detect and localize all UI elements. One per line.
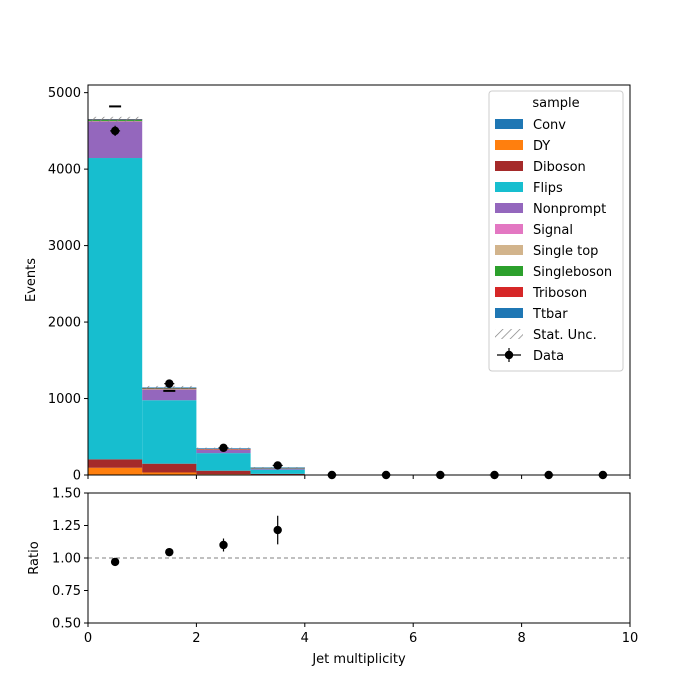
legend-label: Signal xyxy=(533,223,573,238)
legend-label: Data xyxy=(533,349,564,364)
legend-swatch xyxy=(495,161,523,171)
y-tick-label: 1000 xyxy=(48,392,81,407)
legend: sample Conv DY Diboson Flips Nonprompt Signal… xyxy=(488,90,624,372)
x-axis-label: Jet multiplicity xyxy=(311,652,406,667)
bar-segment xyxy=(142,472,197,475)
bar-segment xyxy=(142,400,197,464)
bar-segment xyxy=(88,459,143,468)
data-point xyxy=(219,443,228,453)
ratio-y-tick-label: 0.75 xyxy=(52,584,81,599)
legend-label: Triboson xyxy=(532,286,587,301)
ratio-y-tick-label: 0.50 xyxy=(52,617,81,632)
x-tick-label: 0 xyxy=(84,631,92,646)
legend-swatch xyxy=(495,308,523,318)
bar-segment xyxy=(142,389,197,390)
bar-segment xyxy=(196,453,251,471)
ratio-point xyxy=(165,547,174,557)
x-tick-label: 2 xyxy=(192,631,200,646)
legend-label: Diboson xyxy=(533,160,586,175)
ratio-axes: 0.50 0.75 1.00 1.25 1.50 0 2 4 6 8 10 xyxy=(52,487,638,647)
x-tick-label: 4 xyxy=(301,631,309,646)
bar-segment xyxy=(142,389,197,401)
legend-swatch xyxy=(495,140,523,150)
main-y-axis-label: Events xyxy=(24,258,39,302)
main-axes: 0 1000 2000 3000 4000 5000 xyxy=(48,86,631,484)
legend-label: Ttbar xyxy=(532,307,568,322)
x-tick-label: 8 xyxy=(517,631,525,646)
main-panel: 0 1000 2000 3000 4000 5000 Events sample Conv… xyxy=(24,84,631,484)
legend-label: Nonprompt xyxy=(533,202,606,217)
y-tick-label: 4000 xyxy=(48,163,81,178)
y-tick-label: 3000 xyxy=(48,239,81,254)
legend-label: Flips xyxy=(533,181,563,196)
data-point xyxy=(273,461,282,470)
legend-label: Conv xyxy=(533,118,566,133)
ratio-point xyxy=(273,525,282,535)
legend-swatch xyxy=(495,224,523,234)
main-plot-frame xyxy=(87,84,631,476)
y-tick-label: 5000 xyxy=(48,86,81,101)
x-tick-label: 10 xyxy=(622,631,639,646)
data-point xyxy=(165,379,174,388)
legend-title: sample xyxy=(532,96,579,111)
legend-swatch xyxy=(495,182,523,192)
data-point xyxy=(110,126,120,136)
legend-swatch xyxy=(495,119,523,129)
ratio-point xyxy=(110,557,120,567)
bar-segment xyxy=(250,473,305,475)
bar-segment xyxy=(196,470,251,475)
extra-markers xyxy=(109,105,176,392)
y-tick-label: 0 xyxy=(73,469,81,484)
legend-swatch xyxy=(495,266,523,276)
bar-segment xyxy=(250,469,305,474)
ratio-panel: 0.50 0.75 1.00 1.25 1.50 0 2 4 6 8 10 Ratio Jet mu… xyxy=(27,487,638,668)
legend-label: Singleboson xyxy=(533,265,612,280)
ratio-y-axis-label: Ratio xyxy=(27,541,42,574)
legend-data-marker xyxy=(504,350,514,360)
legend-swatch xyxy=(495,245,523,255)
legend-label: DY xyxy=(533,139,550,154)
y-tick-label: 2000 xyxy=(48,316,81,331)
bar-segment xyxy=(88,158,143,460)
ratio-y-tick-label: 1.00 xyxy=(52,552,81,567)
legend-label: Single top xyxy=(533,244,598,259)
legend-label: Stat. Unc. xyxy=(533,328,597,343)
legend-swatch-unc xyxy=(495,329,523,339)
ratio-points xyxy=(110,515,282,567)
stat-unc-hatch xyxy=(88,116,143,122)
ratio-y-tick-label: 1.50 xyxy=(52,487,81,502)
bar-segment xyxy=(88,467,143,475)
legend-swatch xyxy=(495,203,523,213)
x-tick-label: 6 xyxy=(409,631,417,646)
ratio-y-tick-label: 1.25 xyxy=(52,519,81,534)
bar-segment xyxy=(142,463,197,473)
ratio-point xyxy=(219,540,228,550)
legend-swatch xyxy=(495,287,523,297)
